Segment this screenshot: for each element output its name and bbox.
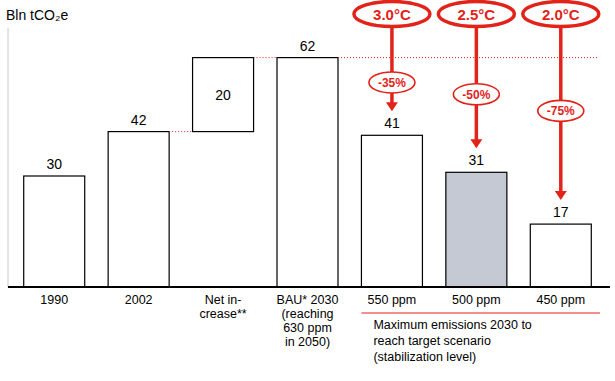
label-line: 630 ppm	[283, 321, 332, 335]
bar	[193, 58, 254, 132]
bar	[446, 172, 507, 287]
bar	[24, 176, 85, 287]
label-line: (reaching	[281, 307, 333, 321]
connector	[254, 57, 277, 58]
label-line: 1990	[40, 293, 68, 307]
label-line: 500 ppm	[452, 293, 501, 307]
arrow-head	[470, 139, 482, 148]
reduction-label: -35%	[378, 76, 406, 90]
temperature-label: 2.5°C	[458, 6, 496, 23]
label-line: crease**	[199, 307, 246, 321]
label-line: 550 ppm	[368, 293, 417, 307]
title: Bln tCO₂e	[6, 7, 68, 23]
bar	[361, 135, 422, 287]
bracket-label: Maximum emissions 2030 to reach target sc…	[373, 318, 531, 364]
label-line: (stabilization level)	[373, 350, 476, 364]
data-label: 62	[300, 38, 316, 54]
bar	[277, 58, 338, 287]
reduction-oval	[453, 84, 499, 105]
label-line: BAU* 2030	[277, 293, 339, 307]
x-axis	[8, 286, 610, 288]
y-axis	[8, 28, 9, 287]
annotations: 3.0°C -35% 2.5°C -50% 2.0°C -75%	[354, 2, 599, 201]
bracket-line	[361, 312, 600, 313]
temperature-ellipse	[523, 2, 599, 27]
arrow-head	[386, 102, 398, 111]
data-label: 30	[46, 156, 62, 172]
reduction-oval	[538, 100, 584, 121]
category-label: 2002	[125, 293, 153, 307]
category-label: 450 ppm	[536, 293, 585, 307]
reference-line	[338, 57, 598, 58]
category-label: 550 ppm	[368, 293, 417, 307]
marks	[24, 58, 598, 287]
label-line: in 2050)	[285, 335, 330, 349]
chart: Bln tCO₂e 30 42 62 41 31 17 20 1990 2002 Net in-cr…	[0, 0, 615, 381]
data-label: 17	[553, 204, 569, 220]
label-line: 450 ppm	[536, 293, 585, 307]
temperature-label: 3.0°C	[373, 6, 411, 23]
temperature-ellipse	[438, 2, 514, 27]
data-label: 42	[131, 112, 147, 128]
arrow-head	[555, 191, 567, 200]
bar	[108, 132, 169, 287]
category-label: 500 ppm	[452, 293, 501, 307]
reduction-label: -50%	[462, 88, 490, 102]
data-label: 31	[469, 152, 485, 168]
reduction-oval	[369, 72, 415, 93]
temperature-ellipse	[354, 2, 430, 27]
connector	[169, 131, 192, 132]
label-line: Maximum emissions 2030 to	[373, 318, 531, 332]
data-label: 20	[215, 87, 231, 103]
labels: 30 42 62 41 31 17 20	[46, 38, 568, 221]
category-label: 1990	[40, 293, 68, 307]
label-line: Net in-	[205, 293, 242, 307]
data-label: 41	[384, 115, 400, 131]
reduction-label: -75%	[547, 104, 575, 118]
temperature-label: 2.0°C	[542, 6, 580, 23]
category-label: Net in-crease**	[199, 293, 246, 321]
label-line: reach target scenario	[373, 334, 490, 348]
bar	[530, 224, 591, 287]
label-line: 2002	[125, 293, 153, 307]
category-label: BAU* 2030(reaching630 ppmin 2050)	[277, 293, 339, 349]
